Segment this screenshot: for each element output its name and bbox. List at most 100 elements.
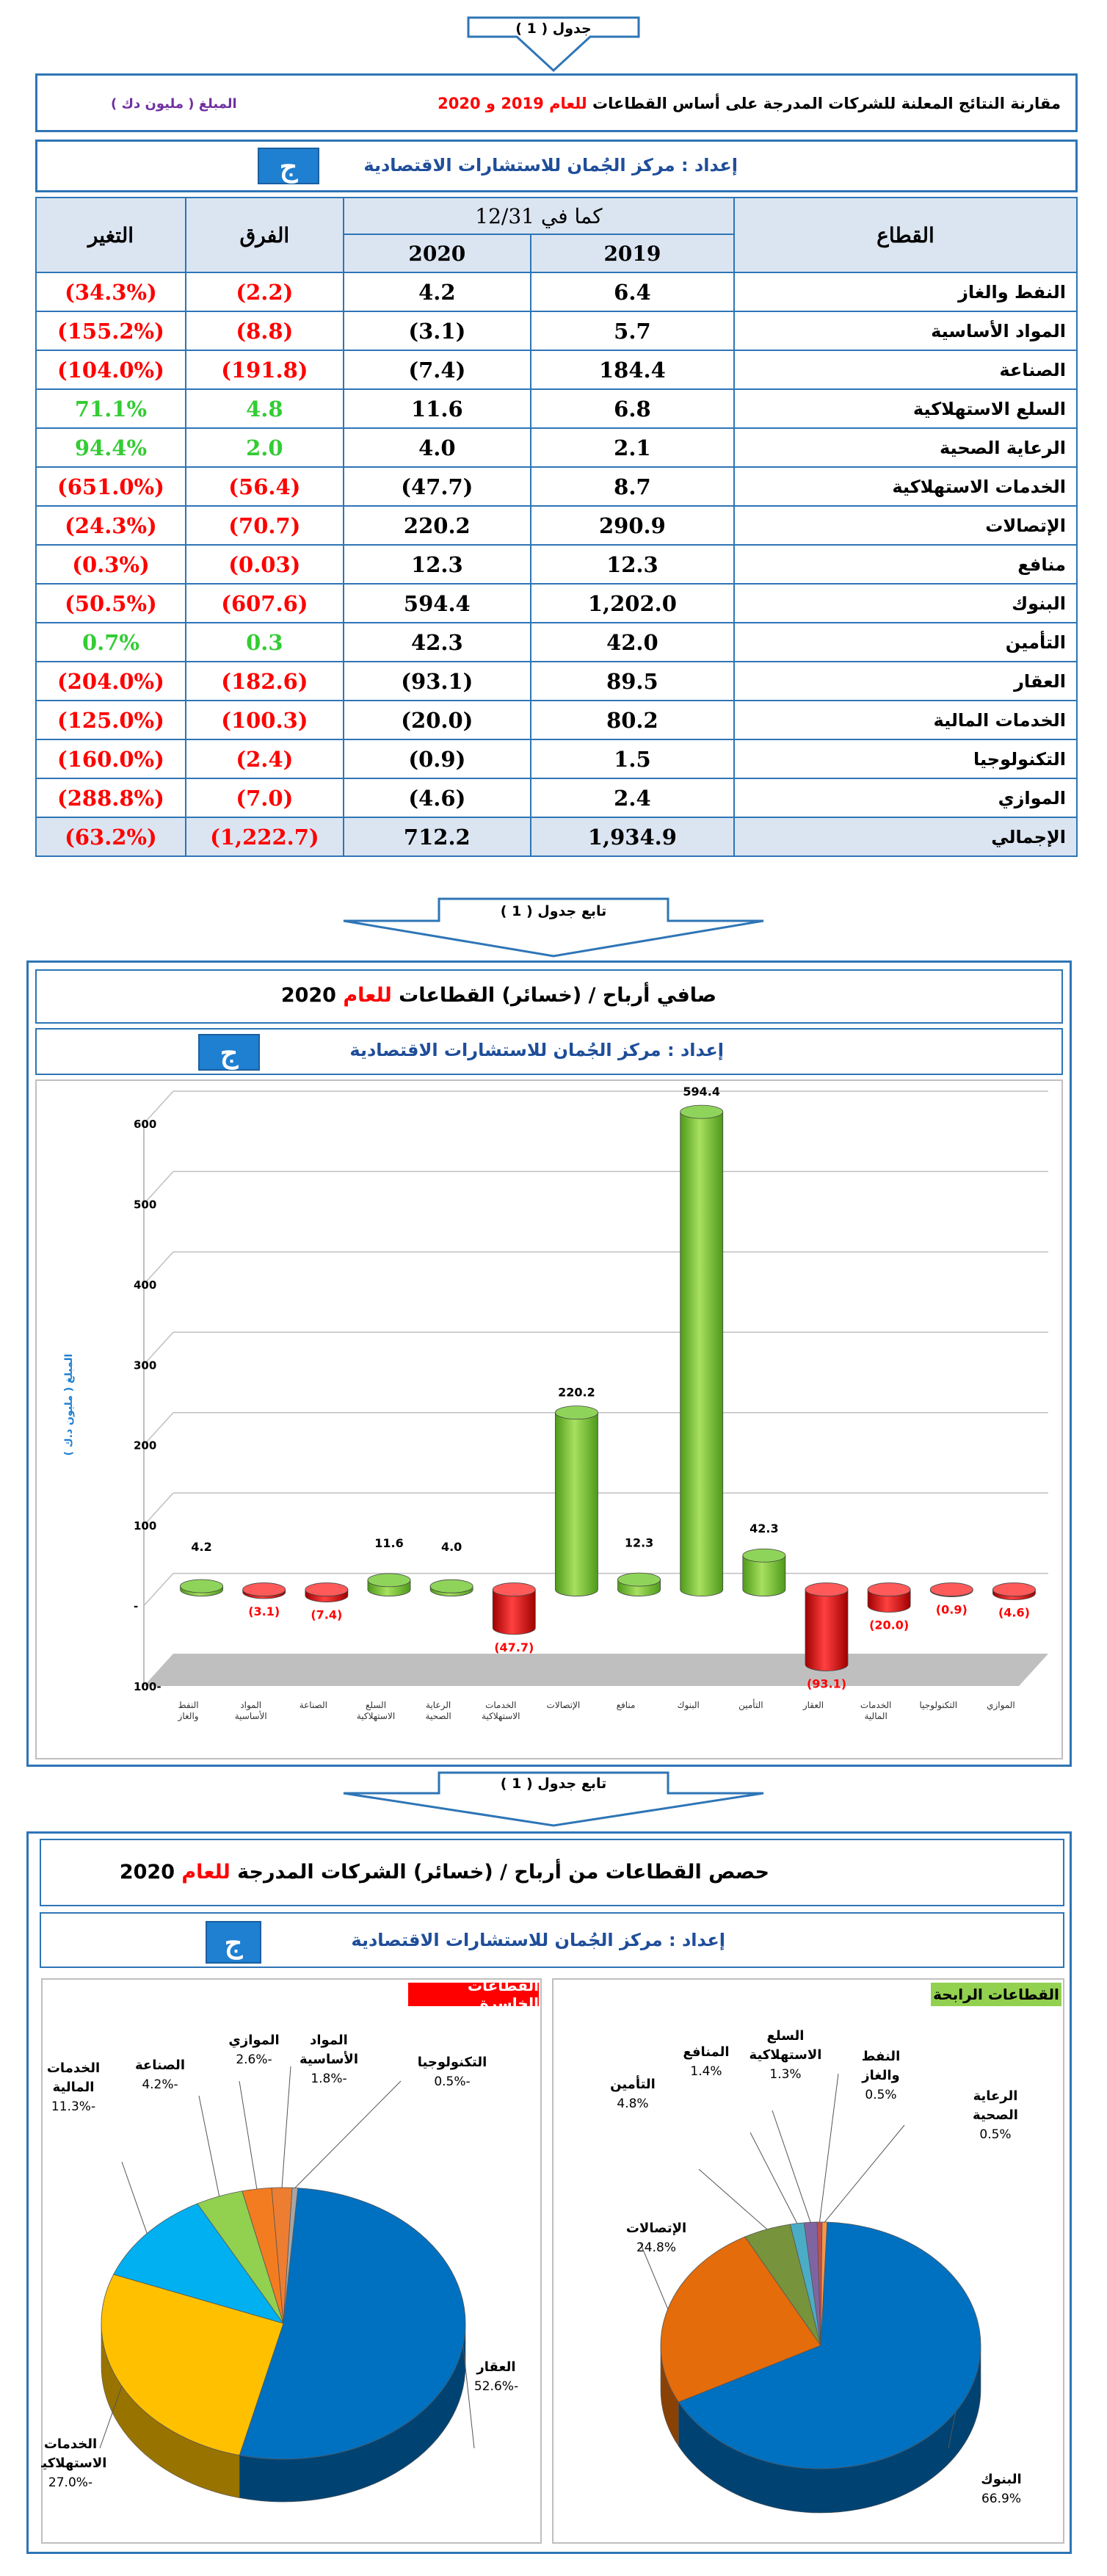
sector-cell: الخدمات المالية: [733, 700, 1078, 740]
value-2020-cell: 594.4: [342, 583, 531, 623]
bar-title-frame: صافي أرباح / (خسائر) القطاعات للعام 2020: [35, 969, 1063, 1024]
value-2020-cell: (3.1): [342, 311, 531, 351]
pie-slice-label: الصناعة: [135, 2058, 185, 2073]
y-tick-label: 400: [134, 1278, 156, 1292]
bar: [805, 1582, 849, 1671]
aljuman-logo-icon-2: ج: [198, 1034, 260, 1071]
pie-slice-percent: -52.6%: [474, 2379, 518, 2394]
bar-data-label: (20.0): [869, 1618, 909, 1632]
losers-pie-chart: العقار -52.6% الخدمات الاستهلاكية -27.0% الخد…: [41, 2033, 518, 2503]
value-2019-cell: 2.4: [529, 778, 735, 818]
y-tick-label: 200: [134, 1439, 156, 1452]
value-2019-cell: 8.7: [529, 466, 735, 507]
x-tick-label: النفط والغاز: [178, 1700, 199, 1722]
pie-leader-line: [639, 2242, 669, 2309]
pie-leader-line: [750, 2132, 798, 2224]
table-title-text: مقارنة النتائج المعلنة للشركات المدرجة ع…: [592, 95, 1061, 112]
aljuman-logo-icon-3: ج: [206, 1921, 261, 1964]
pie-slice-percent: 1.4%: [690, 2064, 722, 2079]
cont-label-2: تابع جدول ( 1 ): [500, 1776, 607, 1792]
pie-leader-line: [281, 2066, 291, 2188]
sector-cell: السلع الاستهلاكية: [733, 388, 1078, 429]
value-2020-cell: 220.2: [342, 505, 531, 546]
bar: [242, 1582, 286, 1599]
bar-chart-area: [35, 1079, 1063, 1759]
sector-cell: البنوك: [733, 583, 1078, 623]
winners-title: القطاعات الرابحة: [931, 1983, 1061, 2006]
change-cell: 94.4%: [35, 427, 186, 468]
value-2020-cell: (20.0): [342, 700, 531, 740]
col-diff-header: الفرق: [184, 197, 344, 273]
x-tick-label: منافع: [617, 1700, 636, 1710]
diff-cell: (607.6): [184, 583, 344, 623]
diff-cell: (2.2): [184, 272, 344, 312]
total-2020-cell: 712.2: [342, 817, 531, 857]
table-title: مقارنة النتائج المعلنة للشركات المدرجة ع…: [438, 95, 1061, 112]
value-2019-cell: 184.4: [529, 350, 735, 390]
table-row: الرعاية الصحية 2.1 4.0 2.0 94.4%: [35, 427, 1078, 468]
pie-leader-line: [824, 2124, 905, 2223]
table-title-frame: مقارنة النتائج المعلنة للشركات المدرجة ع…: [35, 73, 1078, 132]
change-cell: (155.2%): [35, 311, 186, 351]
diff-cell: (2.4): [184, 739, 344, 779]
pie-title-red: للعام: [181, 1861, 231, 1884]
pie-slice-label: الخدمات المالية: [47, 2061, 100, 2095]
change-cell: (160.0%): [35, 739, 186, 779]
bar-data-label: (0.9): [936, 1603, 968, 1617]
value-2019-cell: 2.1: [529, 427, 735, 468]
sector-cell: منافع: [733, 544, 1078, 585]
y-tick-label: 600: [134, 1118, 156, 1131]
pie-slice-label: المواد الأساسية: [300, 2033, 358, 2067]
change-cell: 71.1%: [35, 388, 186, 429]
value-2020-cell: 4.2: [342, 272, 531, 312]
table-row: التكنولوجيا 1.5 (0.9) (2.4) (160.0%): [35, 739, 1078, 779]
total-diff-cell: (1,222.7): [184, 817, 344, 857]
change-cell: (651.0%): [35, 466, 186, 507]
pie-slice-label: التأمين: [610, 2075, 656, 2092]
value-2019-cell: 290.9: [529, 505, 735, 546]
pie-slice-label: السلع الاستهلاكية: [750, 2028, 822, 2063]
bar-data-label: 594.4: [683, 1085, 720, 1099]
pie-slice-percent: 0.5%: [979, 2127, 1011, 2142]
y-tick-label: 300: [134, 1358, 156, 1372]
x-tick-label: التكنولوجيا: [919, 1700, 957, 1711]
value-2020-cell: 12.3: [342, 544, 531, 585]
table-label-arrow: [467, 16, 640, 73]
change-cell: (125.0%): [35, 700, 186, 740]
cont-label-arrow-2: [343, 1771, 764, 1827]
y-tick-label: 500: [134, 1198, 156, 1211]
pie-slice-label: الرعاية الصحية: [973, 2088, 1018, 2123]
col-2020-header: 2020: [342, 234, 531, 273]
change-cell: (24.3%): [35, 505, 186, 546]
pie-slice-percent: 1.3%: [769, 2067, 801, 2082]
pie-leader-line: [698, 2168, 768, 2230]
pie-slice-label: المنافع: [683, 2044, 729, 2060]
bar-title-year: 2020: [280, 984, 336, 1007]
col-change-header: التغير: [35, 197, 186, 273]
bar-prepared-by: إعداد : مركز الجُمان للاستشارات الاقتصاد…: [349, 1040, 724, 1060]
pie-leader-line: [772, 2110, 811, 2223]
diff-cell: (182.6): [184, 661, 344, 701]
bar: [742, 1548, 786, 1596]
table-row: الإتصالات 290.9 220.2 (70.7) (24.3%): [35, 505, 1078, 546]
x-tick-label: الخدمات الاستهلاكية: [482, 1700, 520, 1721]
change-cell: (0.3%): [35, 544, 186, 585]
total-2019-cell: 1,934.9: [529, 817, 735, 857]
diff-cell: (7.0): [184, 778, 344, 818]
change-cell: (34.3%): [35, 272, 186, 312]
pie-title-text: حصص القطاعات من أرباح / (خسائر) الشركات …: [237, 1861, 769, 1884]
bar: [867, 1582, 911, 1613]
bar-data-label: (4.6): [998, 1606, 1030, 1620]
sector-cell: التأمين: [733, 622, 1078, 662]
x-tick-label: الإتصالات: [547, 1700, 581, 1710]
bar-data-label: 11.6: [374, 1536, 403, 1550]
diff-cell: (100.3): [184, 700, 344, 740]
pie-slice-label: البنوك: [981, 2472, 1021, 2487]
table-label: جدول ( 1 ): [515, 21, 592, 37]
value-2020-cell: 11.6: [342, 388, 531, 429]
change-cell: (288.8%): [35, 778, 186, 818]
pie-prepared-frame: إعداد : مركز الجُمان للاستشارات الاقتصاد…: [40, 1912, 1064, 1968]
x-tick-label: الصناعة: [300, 1700, 327, 1710]
amount-unit-label: المبلغ ( مليون دك ): [111, 96, 237, 112]
